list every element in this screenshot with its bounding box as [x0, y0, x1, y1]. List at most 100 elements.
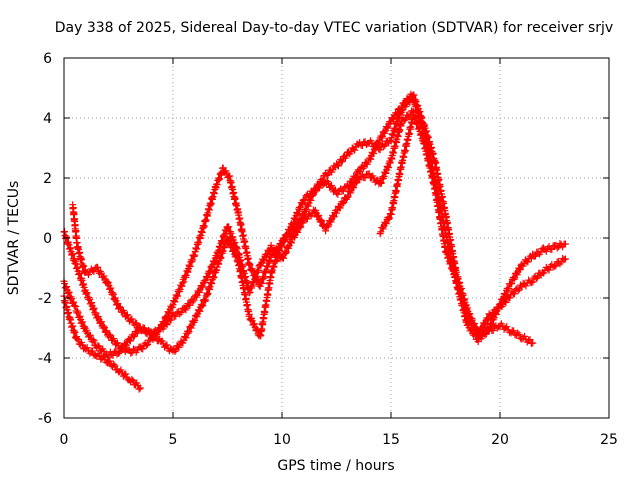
data-point — [127, 349, 135, 357]
data-point — [351, 146, 359, 154]
data-point — [136, 384, 144, 392]
data-point — [352, 179, 360, 187]
data-point — [531, 252, 539, 260]
data-point — [303, 215, 311, 223]
x-axis-label: GPS time / hours — [277, 458, 394, 474]
data-point — [206, 267, 214, 275]
data-point — [162, 313, 170, 321]
ticks: 0 5 10 15 20 25 -6 -4 -2 0 2 4 6 — [38, 51, 618, 448]
data-point — [529, 339, 537, 347]
data-point — [483, 314, 491, 322]
data-point — [293, 228, 301, 236]
data-point — [175, 344, 183, 352]
data-point — [532, 274, 540, 282]
data-point — [279, 254, 287, 262]
data-point — [318, 217, 326, 225]
data-point — [409, 114, 417, 122]
data-point — [466, 314, 474, 322]
data-point — [480, 320, 488, 328]
data-point — [372, 145, 380, 153]
data-point — [488, 312, 496, 320]
series-track-1 — [60, 92, 569, 357]
y-tick-label: -2 — [38, 291, 52, 307]
chart-title: Day 338 of 2025, Sidereal Day-to-day VTE… — [55, 20, 613, 36]
y-tick-label: 6 — [43, 51, 52, 67]
data-point — [128, 376, 136, 384]
data-point — [475, 330, 483, 338]
data-point — [385, 215, 393, 223]
data-point — [247, 316, 255, 324]
data-point — [111, 296, 119, 304]
data-point — [211, 258, 219, 266]
data-point — [511, 290, 519, 298]
data-point — [250, 320, 258, 328]
data-point — [484, 316, 492, 324]
data-point — [356, 176, 364, 184]
data-point — [122, 370, 130, 378]
data-point — [195, 288, 203, 296]
data-point — [144, 326, 152, 334]
data-point — [189, 298, 197, 306]
data-point — [111, 362, 119, 370]
data-point — [287, 239, 295, 247]
data-point — [222, 167, 230, 175]
data-point — [110, 360, 118, 368]
data-point — [186, 301, 194, 309]
data-point — [201, 297, 209, 305]
data-point — [267, 241, 275, 249]
data-point — [109, 289, 117, 297]
data-point — [294, 228, 302, 236]
data-point — [247, 266, 255, 274]
x-tick-label: 5 — [169, 432, 178, 448]
data-point — [350, 184, 358, 192]
data-point — [322, 227, 330, 235]
data-point — [107, 284, 115, 292]
data-point — [171, 347, 179, 355]
x-tick-label: 20 — [491, 432, 509, 448]
data-point — [358, 142, 366, 150]
data-point — [94, 313, 102, 321]
data-point — [386, 210, 394, 218]
data-point — [182, 306, 190, 314]
y-tick-label: 0 — [43, 231, 52, 247]
data-point — [184, 329, 192, 337]
data-point — [208, 264, 216, 272]
data-point — [299, 219, 307, 227]
data-point — [512, 269, 520, 277]
data-point — [185, 328, 193, 336]
data-point — [514, 287, 522, 295]
data-point — [154, 328, 162, 336]
data-point — [334, 162, 342, 170]
data-point — [327, 218, 335, 226]
data-point — [375, 140, 383, 148]
data-point — [245, 260, 253, 268]
data-point — [287, 238, 295, 246]
data-point — [172, 312, 180, 320]
data-point — [400, 116, 408, 124]
data-point — [187, 324, 195, 332]
data-point — [508, 280, 516, 288]
data-point — [178, 282, 186, 290]
data-point — [199, 283, 207, 291]
data-point — [381, 129, 389, 137]
data-point — [376, 178, 384, 186]
data-point — [65, 288, 73, 296]
data-point — [245, 310, 253, 318]
y-axis-label: SDTVAR / TECUs — [6, 181, 22, 296]
data-point — [390, 115, 398, 123]
data-point — [89, 347, 97, 355]
data-point — [149, 331, 157, 339]
data-point — [552, 262, 560, 270]
data-point — [307, 196, 315, 204]
data-point — [100, 353, 108, 361]
data-point — [144, 340, 152, 348]
data-point — [207, 262, 215, 270]
data-point — [122, 341, 130, 349]
data-point — [282, 248, 290, 256]
data-point — [142, 341, 150, 349]
data-point — [337, 158, 345, 166]
data-point — [179, 339, 187, 347]
grid — [64, 58, 609, 418]
data-point — [392, 111, 400, 119]
data-point — [167, 316, 175, 324]
